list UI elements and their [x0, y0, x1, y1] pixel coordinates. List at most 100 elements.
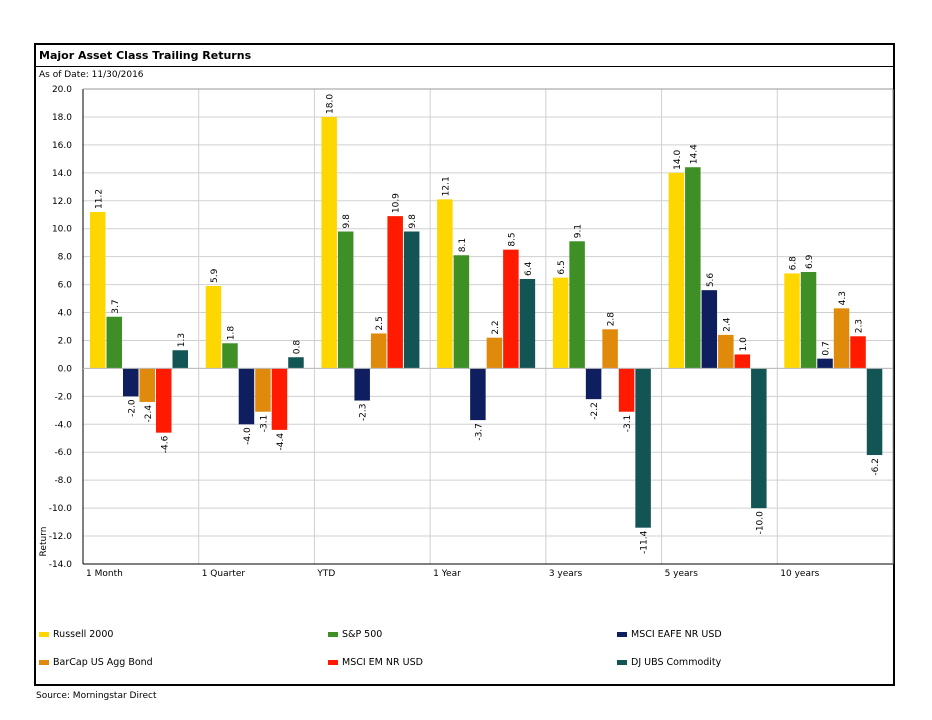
data-label: -6.2: [871, 458, 881, 476]
bar: [519, 279, 536, 369]
y-tick-label: -4.0: [54, 420, 72, 430]
data-label: 2.3: [855, 319, 865, 333]
data-label: 10.9: [392, 193, 402, 213]
bar: [569, 241, 585, 369]
y-tick-label: -10.0: [49, 504, 73, 514]
x-tick-label: 1 Month: [86, 569, 123, 579]
y-tick-label: 8.0: [58, 253, 73, 263]
bar: [238, 368, 255, 425]
x-tick-label: 5 years: [665, 569, 699, 579]
y-tick-label: 2.0: [58, 336, 73, 346]
data-label: 11.2: [94, 189, 104, 209]
data-label: -3.7: [474, 423, 484, 441]
legend-item: Russell 2000: [39, 629, 113, 640]
data-label: -4.4: [276, 433, 286, 451]
data-label: 9.8: [408, 214, 418, 229]
x-tick-label: 3 years: [549, 569, 583, 579]
legend-swatch: [39, 632, 49, 637]
data-label: -11.4: [640, 530, 650, 554]
chart-frame: [34, 43, 895, 686]
legend-swatch: [328, 632, 338, 637]
data-label: 8.1: [458, 238, 468, 252]
data-label: 6.9: [805, 254, 815, 269]
data-label: 1.0: [739, 337, 749, 352]
y-tick-label: 4.0: [58, 309, 73, 319]
y-tick-label: 10.0: [52, 225, 72, 235]
bar: [685, 167, 701, 369]
bar: [437, 199, 453, 369]
x-tick-label: 1 Year: [433, 569, 461, 579]
legend-label: DJ UBS Commodity: [631, 657, 722, 668]
bar: [255, 368, 271, 412]
chart-title: Major Asset Class Trailing Returns: [39, 49, 252, 62]
bar: [288, 357, 304, 369]
data-label: -4.6: [160, 435, 170, 453]
bar: [817, 358, 833, 369]
bar: [552, 277, 569, 369]
bar: [784, 273, 800, 369]
bar: [123, 368, 139, 397]
data-label: -2.0: [127, 399, 137, 417]
data-label: -2.4: [144, 405, 154, 423]
data-label: -2.3: [359, 404, 369, 422]
data-label: 2.8: [607, 312, 617, 327]
y-tick-label: 16.0: [52, 141, 72, 151]
data-label: 6.5: [557, 260, 567, 274]
bar: [321, 116, 337, 369]
legend-label: MSCI EM NR USD: [342, 657, 423, 668]
data-label: 18.0: [326, 94, 336, 114]
data-label: 12.1: [441, 176, 451, 196]
bar: [635, 368, 651, 528]
x-tick-label: YTD: [316, 569, 335, 579]
y-tick-label: 20.0: [52, 85, 72, 95]
data-label: 14.0: [673, 150, 683, 170]
legend-label: MSCI EAFE NR USD: [631, 629, 722, 640]
bar: [90, 211, 106, 369]
bar: [668, 172, 685, 369]
data-label: 9.8: [342, 214, 352, 229]
bar: [585, 368, 602, 400]
data-label: -10.0: [755, 511, 765, 535]
legend-label: S&P 500: [342, 629, 383, 640]
legend-item: DJ UBS Commodity: [617, 657, 721, 668]
data-label: 2.4: [722, 317, 732, 332]
bar: [205, 285, 222, 369]
bar: [222, 343, 238, 369]
bar: [503, 249, 519, 369]
y-tick-label: -12.0: [49, 532, 73, 542]
bar: [470, 368, 486, 421]
data-label: 1.8: [226, 326, 236, 341]
bar: [618, 368, 635, 412]
x-tick-label: 10 years: [780, 569, 819, 579]
y-tick-label: 12.0: [52, 197, 72, 207]
y-tick-label: 14.0: [52, 169, 72, 179]
data-label: 5.6: [706, 273, 716, 288]
data-label: 1.3: [177, 333, 187, 347]
data-label: -3.1: [623, 415, 633, 433]
legend-label: Russell 2000: [53, 629, 114, 640]
bar: [833, 308, 850, 369]
bar: [172, 350, 188, 369]
data-label: 6.8: [789, 256, 799, 271]
data-label: -3.1: [259, 415, 269, 433]
legend-item: MSCI EAFE NR USD: [617, 629, 722, 640]
y-tick-label: -8.0: [54, 476, 72, 486]
bar: [453, 255, 470, 369]
bar: [701, 290, 718, 369]
legend-item: S&P 500: [328, 629, 382, 640]
bar: [800, 272, 817, 369]
y-tick-label: 18.0: [52, 113, 72, 123]
x-tick-label: 1 Quarter: [202, 569, 246, 579]
bar: [486, 337, 503, 369]
y-tick-label: 0.0: [58, 364, 73, 374]
legend-swatch: [39, 660, 49, 665]
data-label: 6.4: [524, 261, 534, 276]
bar: [387, 216, 403, 369]
data-label: 8.5: [507, 232, 517, 246]
bar: [156, 368, 172, 433]
bar: [718, 334, 734, 369]
legend-swatch: [617, 660, 627, 665]
data-label: 5.9: [210, 268, 220, 283]
bar: [354, 368, 370, 401]
